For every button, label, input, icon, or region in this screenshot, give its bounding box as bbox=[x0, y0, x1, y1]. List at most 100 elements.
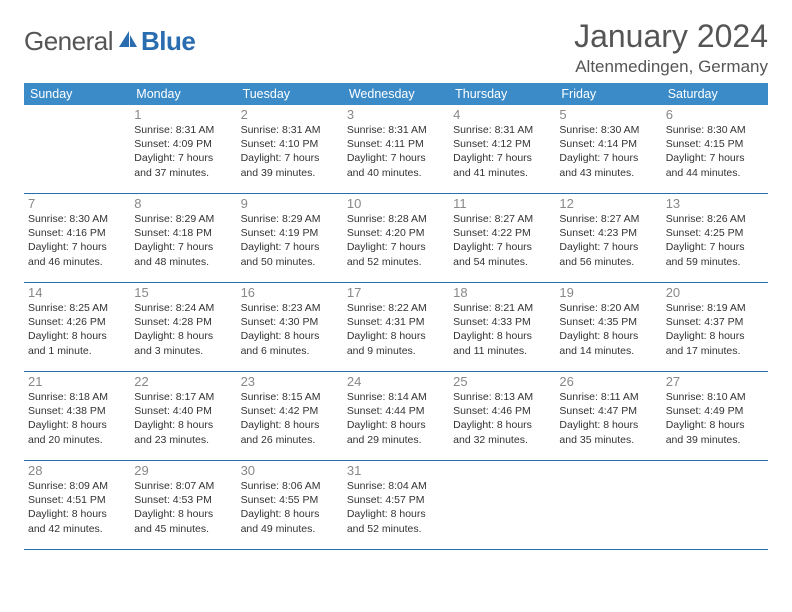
day-info: Sunrise: 8:25 AMSunset: 4:26 PMDaylight:… bbox=[28, 301, 126, 358]
day-cell: 2Sunrise: 8:31 AMSunset: 4:10 PMDaylight… bbox=[237, 105, 343, 193]
day-cell: 4Sunrise: 8:31 AMSunset: 4:12 PMDaylight… bbox=[449, 105, 555, 193]
day-number: 31 bbox=[347, 463, 445, 478]
week-row: 21Sunrise: 8:18 AMSunset: 4:38 PMDayligh… bbox=[24, 372, 768, 461]
day-info: Sunrise: 8:07 AMSunset: 4:53 PMDaylight:… bbox=[134, 479, 232, 536]
day-number: 13 bbox=[666, 196, 764, 211]
day-number: 12 bbox=[559, 196, 657, 211]
day-info: Sunrise: 8:30 AMSunset: 4:14 PMDaylight:… bbox=[559, 123, 657, 180]
week-row: 1Sunrise: 8:31 AMSunset: 4:09 PMDaylight… bbox=[24, 105, 768, 194]
location-text: Altenmedingen, Germany bbox=[574, 57, 768, 77]
day-number: 14 bbox=[28, 285, 126, 300]
day-number: 11 bbox=[453, 196, 551, 211]
day-number: 25 bbox=[453, 374, 551, 389]
day-of-week-header: SundayMondayTuesdayWednesdayThursdayFrid… bbox=[24, 83, 768, 105]
day-info: Sunrise: 8:10 AMSunset: 4:49 PMDaylight:… bbox=[666, 390, 764, 447]
day-cell: 10Sunrise: 8:28 AMSunset: 4:20 PMDayligh… bbox=[343, 194, 449, 282]
day-cell: 31Sunrise: 8:04 AMSunset: 4:57 PMDayligh… bbox=[343, 461, 449, 549]
logo-text-general: General bbox=[24, 26, 113, 57]
day-cell: 7Sunrise: 8:30 AMSunset: 4:16 PMDaylight… bbox=[24, 194, 130, 282]
day-cell: 25Sunrise: 8:13 AMSunset: 4:46 PMDayligh… bbox=[449, 372, 555, 460]
day-info: Sunrise: 8:19 AMSunset: 4:37 PMDaylight:… bbox=[666, 301, 764, 358]
day-number: 26 bbox=[559, 374, 657, 389]
day-cell: 30Sunrise: 8:06 AMSunset: 4:55 PMDayligh… bbox=[237, 461, 343, 549]
day-info: Sunrise: 8:28 AMSunset: 4:20 PMDaylight:… bbox=[347, 212, 445, 269]
day-cell: 28Sunrise: 8:09 AMSunset: 4:51 PMDayligh… bbox=[24, 461, 130, 549]
day-info: Sunrise: 8:26 AMSunset: 4:25 PMDaylight:… bbox=[666, 212, 764, 269]
day-number: 16 bbox=[241, 285, 339, 300]
title-block: January 2024 Altenmedingen, Germany bbox=[574, 18, 768, 77]
day-info: Sunrise: 8:04 AMSunset: 4:57 PMDaylight:… bbox=[347, 479, 445, 536]
dow-cell: Tuesday bbox=[237, 83, 343, 105]
day-info: Sunrise: 8:29 AMSunset: 4:18 PMDaylight:… bbox=[134, 212, 232, 269]
day-cell: 23Sunrise: 8:15 AMSunset: 4:42 PMDayligh… bbox=[237, 372, 343, 460]
day-cell: 19Sunrise: 8:20 AMSunset: 4:35 PMDayligh… bbox=[555, 283, 661, 371]
day-info: Sunrise: 8:31 AMSunset: 4:11 PMDaylight:… bbox=[347, 123, 445, 180]
day-number: 15 bbox=[134, 285, 232, 300]
day-number: 3 bbox=[347, 107, 445, 122]
day-number: 5 bbox=[559, 107, 657, 122]
day-number: 9 bbox=[241, 196, 339, 211]
dow-cell: Monday bbox=[130, 83, 236, 105]
dow-cell: Sunday bbox=[24, 83, 130, 105]
day-info: Sunrise: 8:27 AMSunset: 4:23 PMDaylight:… bbox=[559, 212, 657, 269]
page-title: January 2024 bbox=[574, 18, 768, 55]
day-cell: 26Sunrise: 8:11 AMSunset: 4:47 PMDayligh… bbox=[555, 372, 661, 460]
logo: General Blue bbox=[24, 26, 195, 57]
day-cell: 29Sunrise: 8:07 AMSunset: 4:53 PMDayligh… bbox=[130, 461, 236, 549]
day-info: Sunrise: 8:31 AMSunset: 4:09 PMDaylight:… bbox=[134, 123, 232, 180]
week-row: 7Sunrise: 8:30 AMSunset: 4:16 PMDaylight… bbox=[24, 194, 768, 283]
day-number: 20 bbox=[666, 285, 764, 300]
day-cell: 9Sunrise: 8:29 AMSunset: 4:19 PMDaylight… bbox=[237, 194, 343, 282]
week-row: 14Sunrise: 8:25 AMSunset: 4:26 PMDayligh… bbox=[24, 283, 768, 372]
day-number: 17 bbox=[347, 285, 445, 300]
day-number: 30 bbox=[241, 463, 339, 478]
day-number: 8 bbox=[134, 196, 232, 211]
day-number: 19 bbox=[559, 285, 657, 300]
day-cell: 11Sunrise: 8:27 AMSunset: 4:22 PMDayligh… bbox=[449, 194, 555, 282]
day-info: Sunrise: 8:20 AMSunset: 4:35 PMDaylight:… bbox=[559, 301, 657, 358]
day-cell: 5Sunrise: 8:30 AMSunset: 4:14 PMDaylight… bbox=[555, 105, 661, 193]
day-info: Sunrise: 8:17 AMSunset: 4:40 PMDaylight:… bbox=[134, 390, 232, 447]
day-number: 29 bbox=[134, 463, 232, 478]
day-cell: 21Sunrise: 8:18 AMSunset: 4:38 PMDayligh… bbox=[24, 372, 130, 460]
day-info: Sunrise: 8:15 AMSunset: 4:42 PMDaylight:… bbox=[241, 390, 339, 447]
day-cell bbox=[555, 461, 661, 549]
day-info: Sunrise: 8:30 AMSunset: 4:16 PMDaylight:… bbox=[28, 212, 126, 269]
day-info: Sunrise: 8:21 AMSunset: 4:33 PMDaylight:… bbox=[453, 301, 551, 358]
day-info: Sunrise: 8:11 AMSunset: 4:47 PMDaylight:… bbox=[559, 390, 657, 447]
day-cell: 6Sunrise: 8:30 AMSunset: 4:15 PMDaylight… bbox=[662, 105, 768, 193]
day-cell bbox=[24, 105, 130, 193]
day-info: Sunrise: 8:31 AMSunset: 4:12 PMDaylight:… bbox=[453, 123, 551, 180]
day-number: 28 bbox=[28, 463, 126, 478]
day-info: Sunrise: 8:24 AMSunset: 4:28 PMDaylight:… bbox=[134, 301, 232, 358]
day-info: Sunrise: 8:29 AMSunset: 4:19 PMDaylight:… bbox=[241, 212, 339, 269]
day-cell: 14Sunrise: 8:25 AMSunset: 4:26 PMDayligh… bbox=[24, 283, 130, 371]
day-number: 7 bbox=[28, 196, 126, 211]
day-number: 27 bbox=[666, 374, 764, 389]
day-number: 6 bbox=[666, 107, 764, 122]
day-number: 1 bbox=[134, 107, 232, 122]
day-number: 23 bbox=[241, 374, 339, 389]
day-number: 18 bbox=[453, 285, 551, 300]
day-cell: 3Sunrise: 8:31 AMSunset: 4:11 PMDaylight… bbox=[343, 105, 449, 193]
day-info: Sunrise: 8:06 AMSunset: 4:55 PMDaylight:… bbox=[241, 479, 339, 536]
day-info: Sunrise: 8:23 AMSunset: 4:30 PMDaylight:… bbox=[241, 301, 339, 358]
header: General Blue January 2024 Altenmedingen,… bbox=[24, 18, 768, 77]
weeks-container: 1Sunrise: 8:31 AMSunset: 4:09 PMDaylight… bbox=[24, 105, 768, 550]
day-cell bbox=[449, 461, 555, 549]
day-cell: 18Sunrise: 8:21 AMSunset: 4:33 PMDayligh… bbox=[449, 283, 555, 371]
logo-sail-icon bbox=[117, 29, 139, 54]
day-cell: 12Sunrise: 8:27 AMSunset: 4:23 PMDayligh… bbox=[555, 194, 661, 282]
day-number: 2 bbox=[241, 107, 339, 122]
day-cell: 24Sunrise: 8:14 AMSunset: 4:44 PMDayligh… bbox=[343, 372, 449, 460]
day-number: 21 bbox=[28, 374, 126, 389]
day-number: 22 bbox=[134, 374, 232, 389]
dow-cell: Thursday bbox=[449, 83, 555, 105]
day-info: Sunrise: 8:09 AMSunset: 4:51 PMDaylight:… bbox=[28, 479, 126, 536]
day-cell: 8Sunrise: 8:29 AMSunset: 4:18 PMDaylight… bbox=[130, 194, 236, 282]
day-info: Sunrise: 8:14 AMSunset: 4:44 PMDaylight:… bbox=[347, 390, 445, 447]
day-info: Sunrise: 8:22 AMSunset: 4:31 PMDaylight:… bbox=[347, 301, 445, 358]
day-cell: 16Sunrise: 8:23 AMSunset: 4:30 PMDayligh… bbox=[237, 283, 343, 371]
day-number: 4 bbox=[453, 107, 551, 122]
day-cell: 22Sunrise: 8:17 AMSunset: 4:40 PMDayligh… bbox=[130, 372, 236, 460]
